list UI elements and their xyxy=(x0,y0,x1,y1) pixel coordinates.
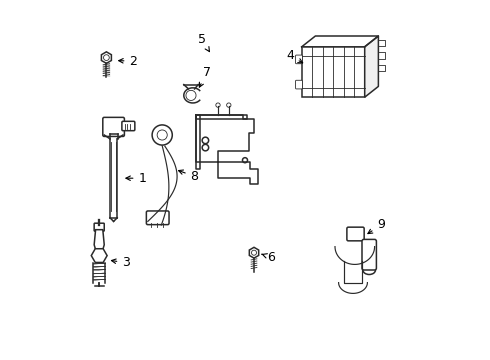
Text: 7: 7 xyxy=(199,66,211,87)
FancyBboxPatch shape xyxy=(347,227,364,241)
Circle shape xyxy=(202,137,209,144)
Circle shape xyxy=(227,103,231,107)
Polygon shape xyxy=(378,52,385,59)
Bar xyxy=(302,47,365,97)
Polygon shape xyxy=(94,230,104,252)
Text: 1: 1 xyxy=(126,172,147,185)
FancyBboxPatch shape xyxy=(147,211,169,225)
Circle shape xyxy=(243,158,247,163)
FancyBboxPatch shape xyxy=(94,223,104,231)
Polygon shape xyxy=(196,115,200,169)
Polygon shape xyxy=(378,65,385,71)
Text: 5: 5 xyxy=(198,33,210,51)
Text: 2: 2 xyxy=(119,55,137,68)
Polygon shape xyxy=(196,115,247,119)
FancyBboxPatch shape xyxy=(295,80,302,89)
Circle shape xyxy=(202,144,209,151)
Circle shape xyxy=(152,125,172,145)
Text: 3: 3 xyxy=(111,256,130,269)
Polygon shape xyxy=(302,36,378,47)
Circle shape xyxy=(103,55,109,60)
Circle shape xyxy=(216,103,220,107)
Circle shape xyxy=(251,250,257,255)
FancyBboxPatch shape xyxy=(362,239,376,270)
Text: 6: 6 xyxy=(262,251,275,264)
FancyBboxPatch shape xyxy=(103,117,124,136)
Text: 9: 9 xyxy=(368,219,385,234)
Polygon shape xyxy=(196,115,254,162)
Text: 4: 4 xyxy=(286,49,303,63)
Polygon shape xyxy=(378,40,385,46)
Polygon shape xyxy=(218,162,258,184)
Polygon shape xyxy=(365,36,378,97)
Circle shape xyxy=(157,130,167,140)
Text: 8: 8 xyxy=(178,170,198,183)
FancyBboxPatch shape xyxy=(295,55,302,64)
FancyBboxPatch shape xyxy=(122,121,135,131)
